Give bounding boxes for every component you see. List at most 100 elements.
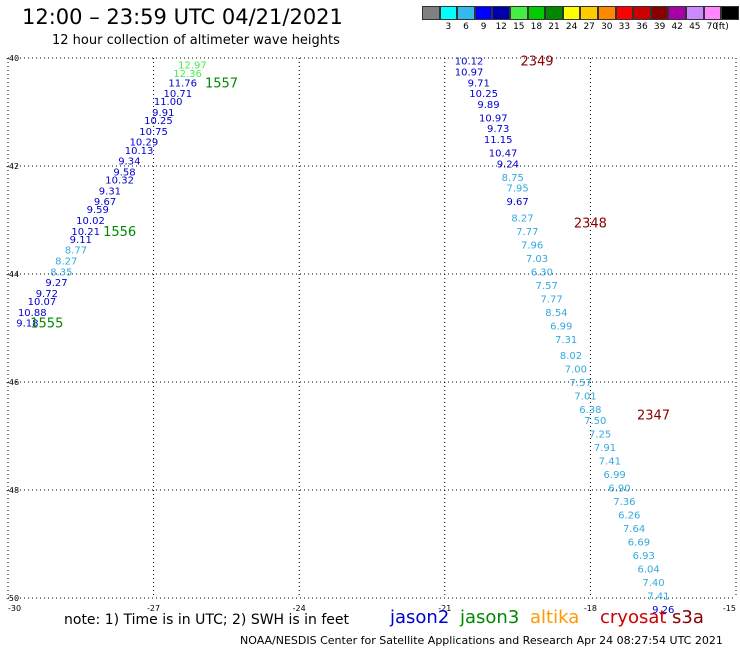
swh-data-label: 7.41 bbox=[599, 456, 621, 467]
colorbar-label: 3 bbox=[445, 22, 452, 32]
y-tick-label: -42 bbox=[6, 162, 19, 171]
x-tick-label: -15 bbox=[723, 604, 736, 613]
swh-data-label: 7.36 bbox=[613, 497, 635, 508]
swh-data-label: 9.67 bbox=[506, 197, 528, 208]
colorbar-swatch bbox=[474, 6, 493, 20]
x-tick-label: -21 bbox=[438, 604, 451, 613]
swh-data-label: 10.32 bbox=[105, 176, 134, 187]
x-tick-label: -30 bbox=[8, 604, 21, 613]
swh-data-label: 7.01 bbox=[574, 392, 596, 403]
colorbar-swatch bbox=[703, 6, 722, 20]
chart-subtitle: 12 hour collection of altimeter wave hei… bbox=[52, 33, 340, 48]
colorbar-swatch bbox=[527, 6, 546, 20]
y-tick-label: -40 bbox=[6, 54, 19, 63]
swh-data-label: 6.04 bbox=[638, 564, 660, 575]
swh-data-label: 10.02 bbox=[76, 216, 105, 227]
swh-data-label: 8.27 bbox=[511, 213, 533, 224]
colorbar-swatch bbox=[633, 6, 651, 20]
track-pass-label: 1556 bbox=[103, 225, 136, 240]
colorbar-swatch bbox=[615, 6, 634, 20]
colorbar-label: 42 bbox=[671, 22, 683, 32]
swh-data-label: 7.03 bbox=[526, 254, 548, 265]
swh-data-label: 12.36 bbox=[173, 69, 202, 80]
swh-data-label: 6.90 bbox=[608, 483, 630, 494]
swh-data-label: 10.71 bbox=[164, 89, 193, 100]
swh-data-label: 9.67 bbox=[94, 197, 116, 208]
swh-data-label: 9.18 bbox=[16, 319, 38, 330]
swh-data-label: 9.72 bbox=[36, 289, 58, 300]
x-tick-label: -27 bbox=[147, 604, 160, 613]
track-pass-label: 2349 bbox=[520, 55, 553, 70]
colorbar-swatch bbox=[492, 6, 510, 20]
colorbar-label: 15 bbox=[513, 22, 525, 32]
colorbar-label: 33 bbox=[618, 22, 631, 32]
swh-data-label: 9.89 bbox=[477, 100, 499, 111]
swh-data-label: 10.25 bbox=[144, 116, 173, 127]
colorbar-label: 30 bbox=[601, 22, 613, 32]
colorbar-swatch bbox=[510, 6, 528, 20]
swh-data-label: 6.38 bbox=[579, 405, 601, 416]
track-pass-label: 1557 bbox=[205, 76, 238, 91]
swh-data-label: 7.91 bbox=[594, 443, 616, 454]
swh-data-label: 10.97 bbox=[455, 68, 484, 79]
swh-data-label: 6.26 bbox=[618, 510, 640, 521]
footer-note: note: 1) Time is in UTC; 2) SWH is in fe… bbox=[64, 612, 350, 628]
swh-data-label: 11.76 bbox=[168, 78, 197, 89]
swh-data-label: 11.00 bbox=[154, 97, 183, 108]
swh-data-label: 7.50 bbox=[584, 416, 606, 427]
colorbar-swatch bbox=[580, 6, 598, 20]
chart-title: 12:00 – 23:59 UTC 04/21/2021 bbox=[22, 5, 343, 29]
colorbar-label: 24 bbox=[565, 22, 578, 32]
swh-data-label: 10.25 bbox=[469, 89, 498, 100]
swh-data-label: 7.57 bbox=[536, 281, 558, 292]
colorbar-swatch bbox=[439, 6, 458, 20]
colorbar-swatch bbox=[457, 6, 475, 20]
colorbar-label: 39 bbox=[653, 22, 666, 32]
colorbar-swatch bbox=[545, 6, 563, 20]
swh-data-label: 9.34 bbox=[118, 157, 140, 168]
colorbar-label: 9 bbox=[480, 22, 487, 32]
swh-data-label: 9.27 bbox=[45, 278, 67, 289]
mission-label-jason2: jason2 bbox=[390, 607, 450, 628]
swh-data-label: 7.95 bbox=[506, 184, 528, 195]
colorbar-label: 21 bbox=[548, 22, 560, 32]
mission-label-s3a: s3a bbox=[672, 607, 704, 628]
swh-data-label: 11.15 bbox=[484, 135, 513, 146]
colorbar-swatch bbox=[721, 6, 739, 20]
swh-data-label: 10.07 bbox=[28, 297, 57, 308]
swh-data-label: 9.71 bbox=[468, 78, 490, 89]
y-tick-label: -48 bbox=[6, 486, 19, 495]
swh-data-label: 7.41 bbox=[647, 591, 669, 602]
swh-data-label: 6.30 bbox=[531, 267, 553, 278]
footer-credit: NOAA/NESDIS Center for Satellite Applica… bbox=[240, 634, 723, 647]
colorbar-swatch bbox=[668, 6, 686, 20]
colorbar-swatch bbox=[562, 6, 581, 20]
swh-data-label: 9.11 bbox=[70, 235, 92, 246]
track-pass-label: 2347 bbox=[637, 408, 670, 423]
colorbar-label: 12 bbox=[495, 22, 507, 32]
swh-data-label: 8.77 bbox=[65, 246, 87, 257]
swh-data-label: 10.75 bbox=[139, 127, 168, 138]
swh-data-label: 8.35 bbox=[50, 267, 72, 278]
colorbar-label: 70 bbox=[706, 22, 719, 32]
y-tick-label: -46 bbox=[6, 378, 19, 387]
swh-data-label: 9.73 bbox=[487, 124, 509, 135]
swh-data-label: 7.77 bbox=[516, 227, 538, 238]
mission-label-altika: altika bbox=[530, 607, 580, 628]
swh-data-label: 10.13 bbox=[125, 146, 154, 157]
x-tick-label: -18 bbox=[584, 604, 597, 613]
colorbar-label: 45 bbox=[689, 22, 701, 32]
mission-label-cryosat: cryosat bbox=[600, 607, 667, 628]
swh-data-label: 10.12 bbox=[455, 57, 484, 68]
track-pass-label: 1555 bbox=[30, 317, 63, 332]
swh-data-label: 9.24 bbox=[497, 159, 519, 170]
swh-data-label: 8.54 bbox=[545, 308, 567, 319]
swh-data-label: 9.58 bbox=[113, 167, 135, 178]
mission-label-jason3: jason3 bbox=[460, 607, 520, 628]
swh-data-label: 10.47 bbox=[489, 149, 518, 160]
swh-data-label: 10.21 bbox=[71, 227, 100, 238]
swh-data-label: 7.31 bbox=[555, 335, 577, 346]
track-pass-label: 2348 bbox=[574, 217, 607, 232]
colorbar-swatch bbox=[686, 6, 704, 20]
